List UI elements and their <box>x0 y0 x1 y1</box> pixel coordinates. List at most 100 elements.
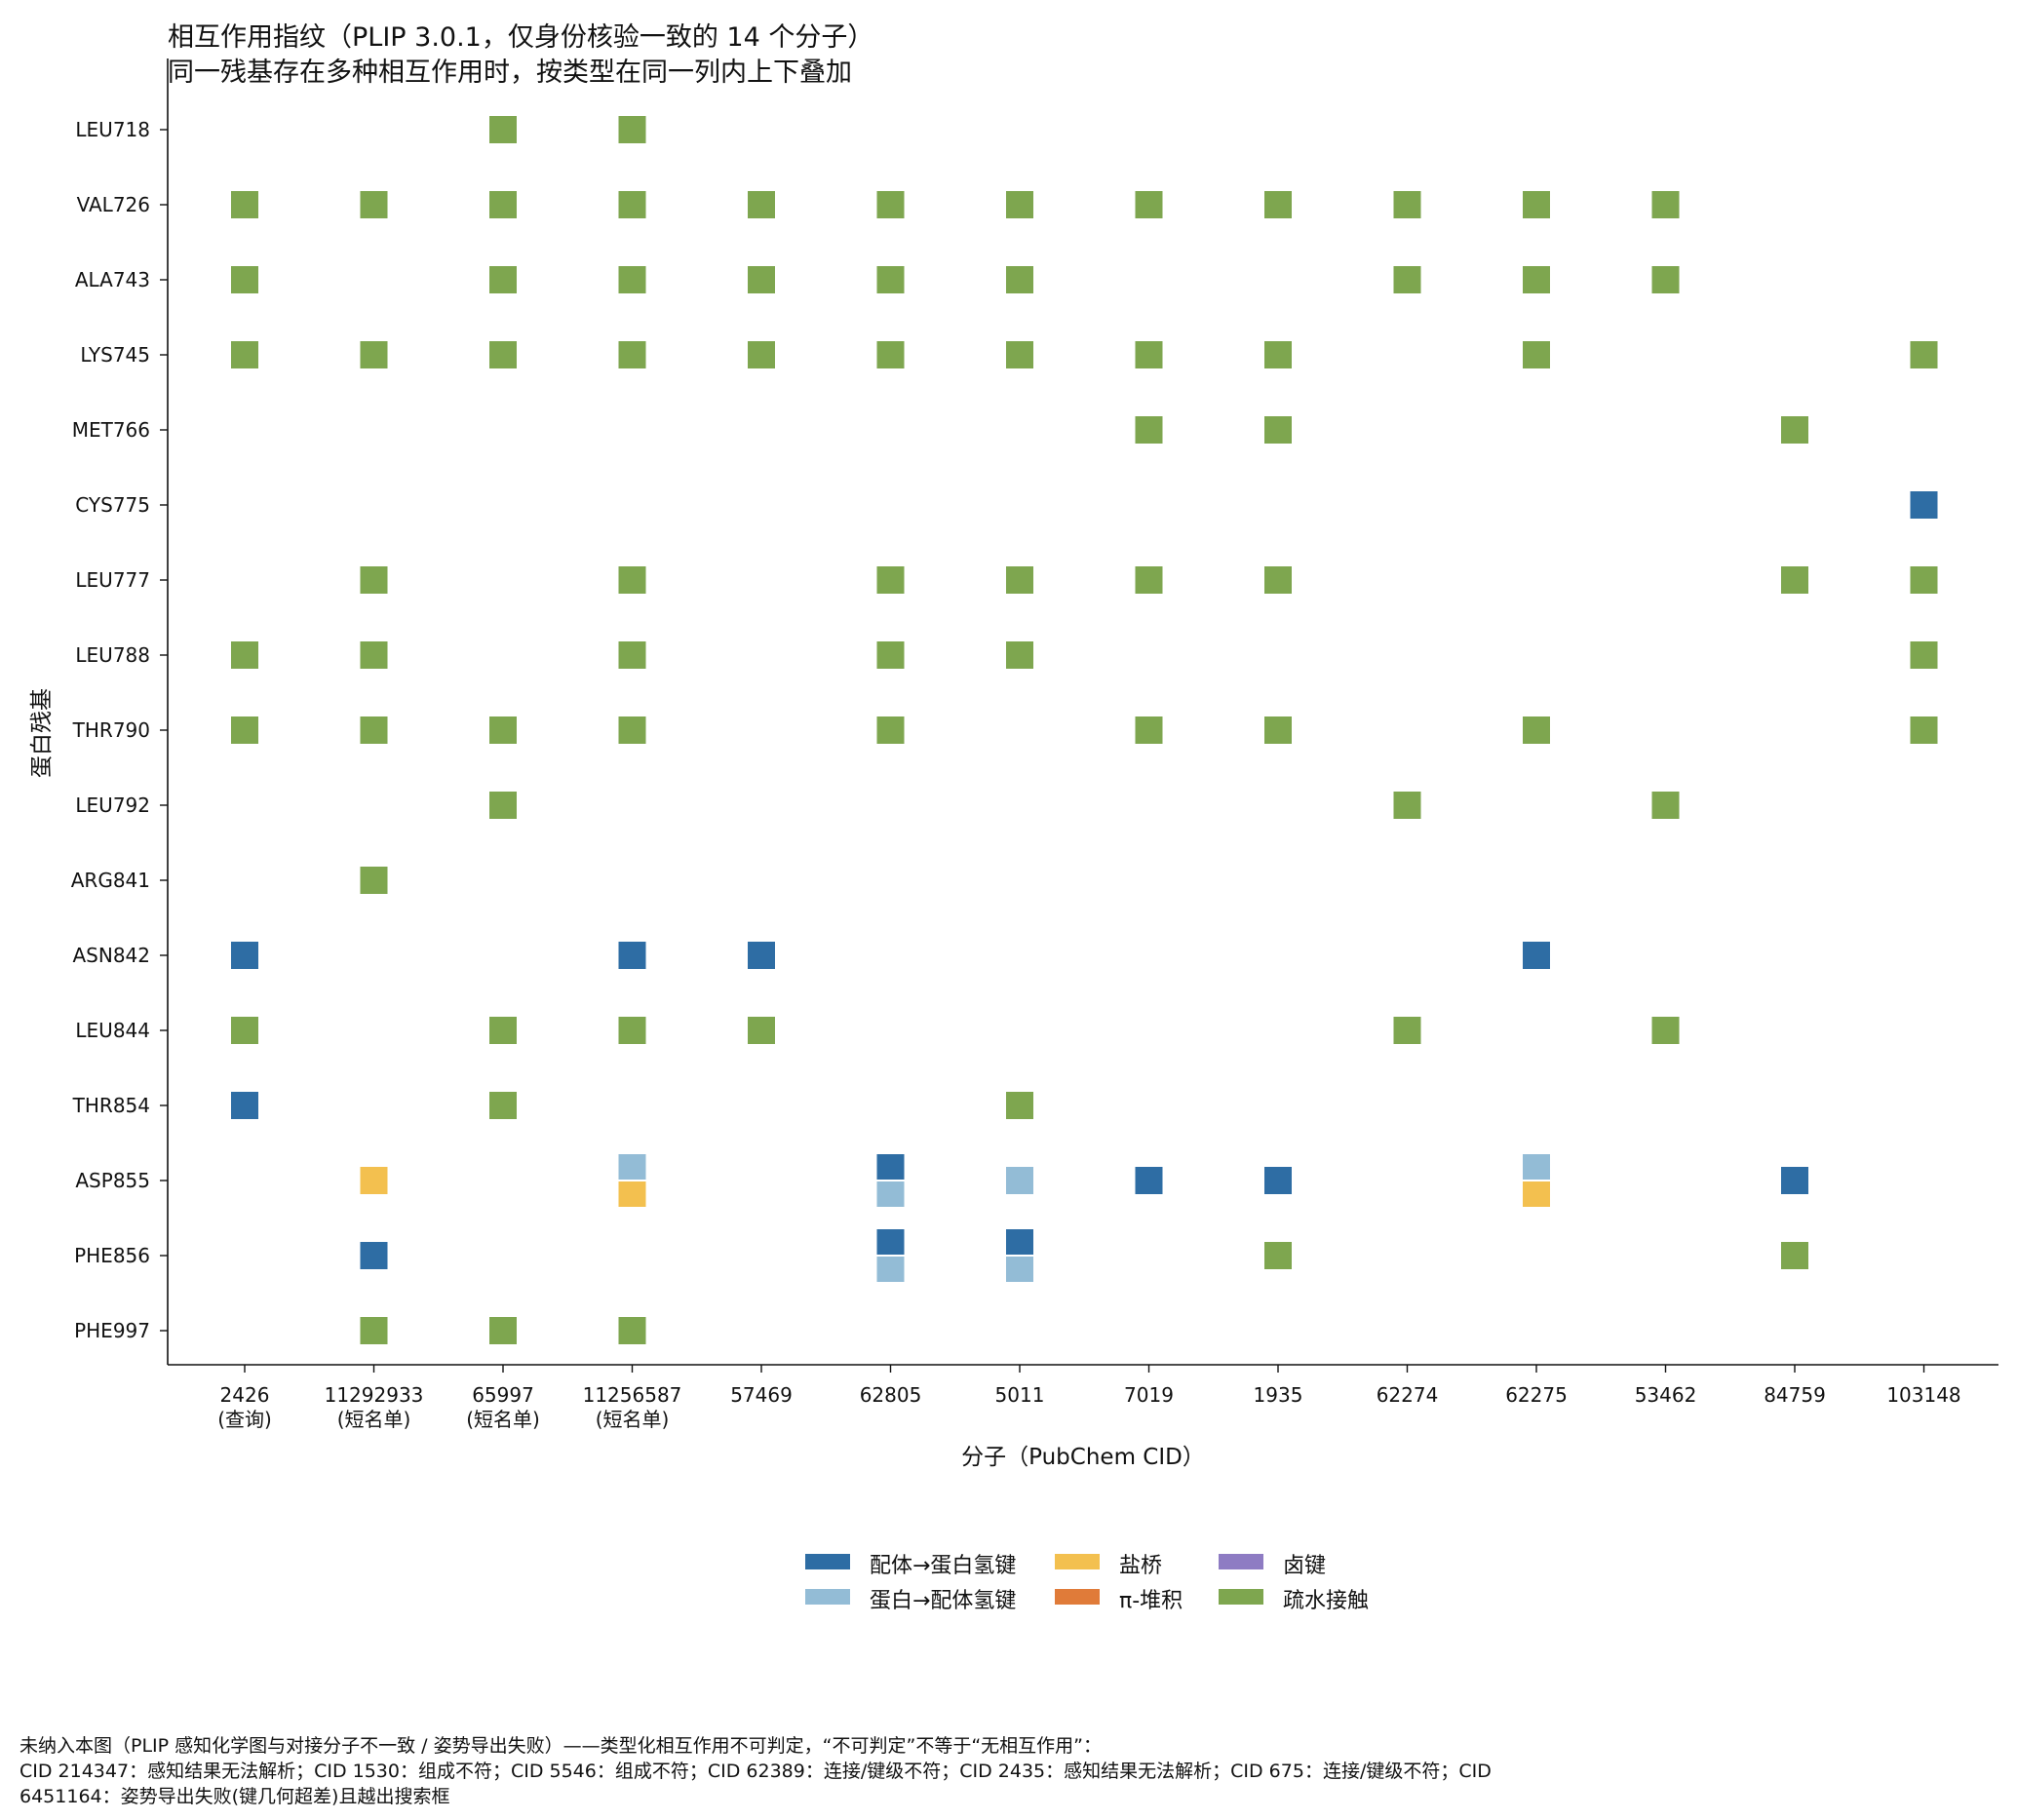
interaction-cell-lig_hbond <box>1135 1167 1163 1194</box>
interaction-cell-hydrophobic <box>1523 266 1550 293</box>
y-axis-title: 蛋白残基 <box>29 688 55 778</box>
interaction-cell-hydrophobic <box>1393 191 1421 218</box>
y-tick-label: ARG841 <box>71 869 150 892</box>
legend-label: 卤键 <box>1283 1554 1327 1578</box>
interaction-cell-hydrophobic <box>231 716 258 744</box>
interaction-cell-hydrophobic <box>876 191 905 218</box>
interaction-cell-hydrophobic <box>360 341 388 368</box>
interaction-cell-hydrophobic <box>1264 716 1292 744</box>
footnote: 未纳入本图（PLIP 感知化学图与对接分子不一致 / 姿势导出失败）——类型化相… <box>19 1733 1989 1809</box>
interaction-cell-hydrophobic <box>618 1017 646 1044</box>
x-tick-label: 103148 <box>1886 1383 1960 1407</box>
interaction-cell-hydrophobic <box>618 191 646 218</box>
legend-swatch <box>1055 1589 1100 1605</box>
x-tick-label: 5011 <box>995 1383 1045 1407</box>
interaction-cell-hydrophobic <box>489 191 517 218</box>
chart-subtitle: 同一残基存在多种相互作用时，按类型在同一列内上下叠加 <box>168 58 852 88</box>
interaction-cell-hydrophobic <box>360 566 388 594</box>
x-tick-label: 11256587 <box>583 1383 682 1407</box>
interaction-cell-hydrophobic <box>1651 1017 1680 1044</box>
interaction-cell-prot_hbond <box>876 1181 905 1207</box>
x-tick-label: 53462 <box>1635 1383 1697 1407</box>
interaction-cell-hydrophobic <box>876 566 905 594</box>
x-tick-label: 84759 <box>1764 1383 1826 1407</box>
interaction-cell-hydrophobic <box>1006 341 1033 368</box>
y-tick-label: LEU844 <box>75 1019 150 1042</box>
interaction-cell-lig_hbond <box>1910 491 1938 519</box>
legend-label: 配体→蛋白氢键 <box>870 1554 1017 1578</box>
interaction-cell-hydrophobic <box>1523 341 1550 368</box>
interaction-cell-hydrophobic <box>618 116 646 143</box>
interaction-cell-salt <box>360 1167 388 1194</box>
interaction-cell-hydrophobic <box>618 716 646 744</box>
interaction-cell-hydrophobic <box>1781 566 1808 594</box>
interaction-cell-salt <box>1523 1181 1550 1207</box>
interaction-cell-lig_hbond <box>1264 1167 1292 1194</box>
interaction-cell-hydrophobic <box>1651 191 1680 218</box>
x-tick-note: (短名单) <box>466 1408 540 1431</box>
legend-label: 蛋白→配体氢键 <box>870 1589 1017 1613</box>
y-tick-label: LEU718 <box>75 118 150 141</box>
interaction-cell-hydrophobic <box>1781 1242 1808 1269</box>
interaction-cell-hydrophobic <box>876 266 905 293</box>
chart-title: 相互作用指纹（PLIP 3.0.1，仅身份核验一致的 14 个分子） <box>168 22 874 53</box>
interaction-cell-hydrophobic <box>360 867 388 894</box>
interaction-cell-hydrophobic <box>618 1317 646 1344</box>
interaction-cell-hydrophobic <box>618 566 646 594</box>
interaction-cell-lig_hbond <box>1781 1167 1808 1194</box>
interaction-cell-hydrophobic <box>1910 566 1938 594</box>
x-tick-label: 57469 <box>730 1383 793 1407</box>
y-tick-label: ALA743 <box>75 268 150 291</box>
x-tick-label: 2426 <box>220 1383 270 1407</box>
legend-label: 盐桥 <box>1119 1554 1163 1578</box>
interaction-cell-hydrophobic <box>1264 566 1292 594</box>
interaction-cell-hydrophobic <box>231 341 258 368</box>
interaction-cell-hydrophobic <box>748 191 775 218</box>
interaction-cell-hydrophobic <box>748 341 775 368</box>
interaction-cell-hydrophobic <box>1651 792 1680 819</box>
interaction-cell-hydrophobic <box>618 266 646 293</box>
interaction-cell-hydrophobic <box>876 716 905 744</box>
interaction-cell-hydrophobic <box>1006 1092 1033 1119</box>
interaction-cell-lig_hbond <box>231 1092 258 1119</box>
interaction-cell-hydrophobic <box>1910 341 1938 368</box>
interaction-cell-hydrophobic <box>876 641 905 669</box>
x-tick-note: (短名单) <box>596 1408 670 1431</box>
interaction-cell-hydrophobic <box>1393 792 1421 819</box>
legend-swatch <box>1055 1554 1100 1569</box>
interaction-cell-salt <box>618 1181 646 1207</box>
y-tick-label: THR790 <box>72 718 150 742</box>
interaction-cell-hydrophobic <box>489 716 517 744</box>
interaction-cell-hydrophobic <box>231 191 258 218</box>
interaction-cell-lig_hbond <box>876 1229 905 1255</box>
legend-swatch <box>805 1554 850 1569</box>
legend-swatch <box>1219 1554 1263 1569</box>
interaction-cell-hydrophobic <box>748 266 775 293</box>
interaction-cell-hydrophobic <box>1135 191 1163 218</box>
y-tick-label: ASP855 <box>75 1169 150 1192</box>
x-tick-label: 65997 <box>472 1383 534 1407</box>
interaction-cell-hydrophobic <box>1523 716 1550 744</box>
interaction-cell-hydrophobic <box>1264 341 1292 368</box>
x-tick-label: 11292933 <box>325 1383 424 1407</box>
interaction-cell-hydrophobic <box>1781 416 1808 444</box>
interaction-cell-hydrophobic <box>489 1317 517 1344</box>
interaction-cell-hydrophobic <box>489 792 517 819</box>
interaction-cell-hydrophobic <box>618 641 646 669</box>
interaction-cell-hydrophobic <box>618 341 646 368</box>
interaction-cell-hydrophobic <box>1264 416 1292 444</box>
footnote-line: 未纳入本图（PLIP 感知化学图与对接分子不一致 / 姿势导出失败）——类型化相… <box>19 1735 1103 1757</box>
interaction-cell-hydrophobic <box>1006 191 1033 218</box>
y-tick-label: PHE856 <box>74 1244 150 1267</box>
legend-label: 疏水接触 <box>1283 1589 1370 1613</box>
interaction-cell-hydrophobic <box>489 1017 517 1044</box>
y-tick-label: LEU788 <box>75 643 150 667</box>
y-tick-label: PHE997 <box>74 1319 150 1342</box>
y-tick-label: LEU792 <box>75 794 150 817</box>
interaction-cell-hydrophobic <box>231 266 258 293</box>
x-tick-note: (短名单) <box>337 1408 411 1431</box>
footnote-line: CID 214347：感知结果无法解析；CID 1530：组成不符；CID 55… <box>19 1761 1492 1782</box>
interaction-cell-hydrophobic <box>1651 266 1680 293</box>
interaction-cell-hydrophobic <box>1393 1017 1421 1044</box>
x-tick-note: (查询) <box>217 1408 272 1431</box>
